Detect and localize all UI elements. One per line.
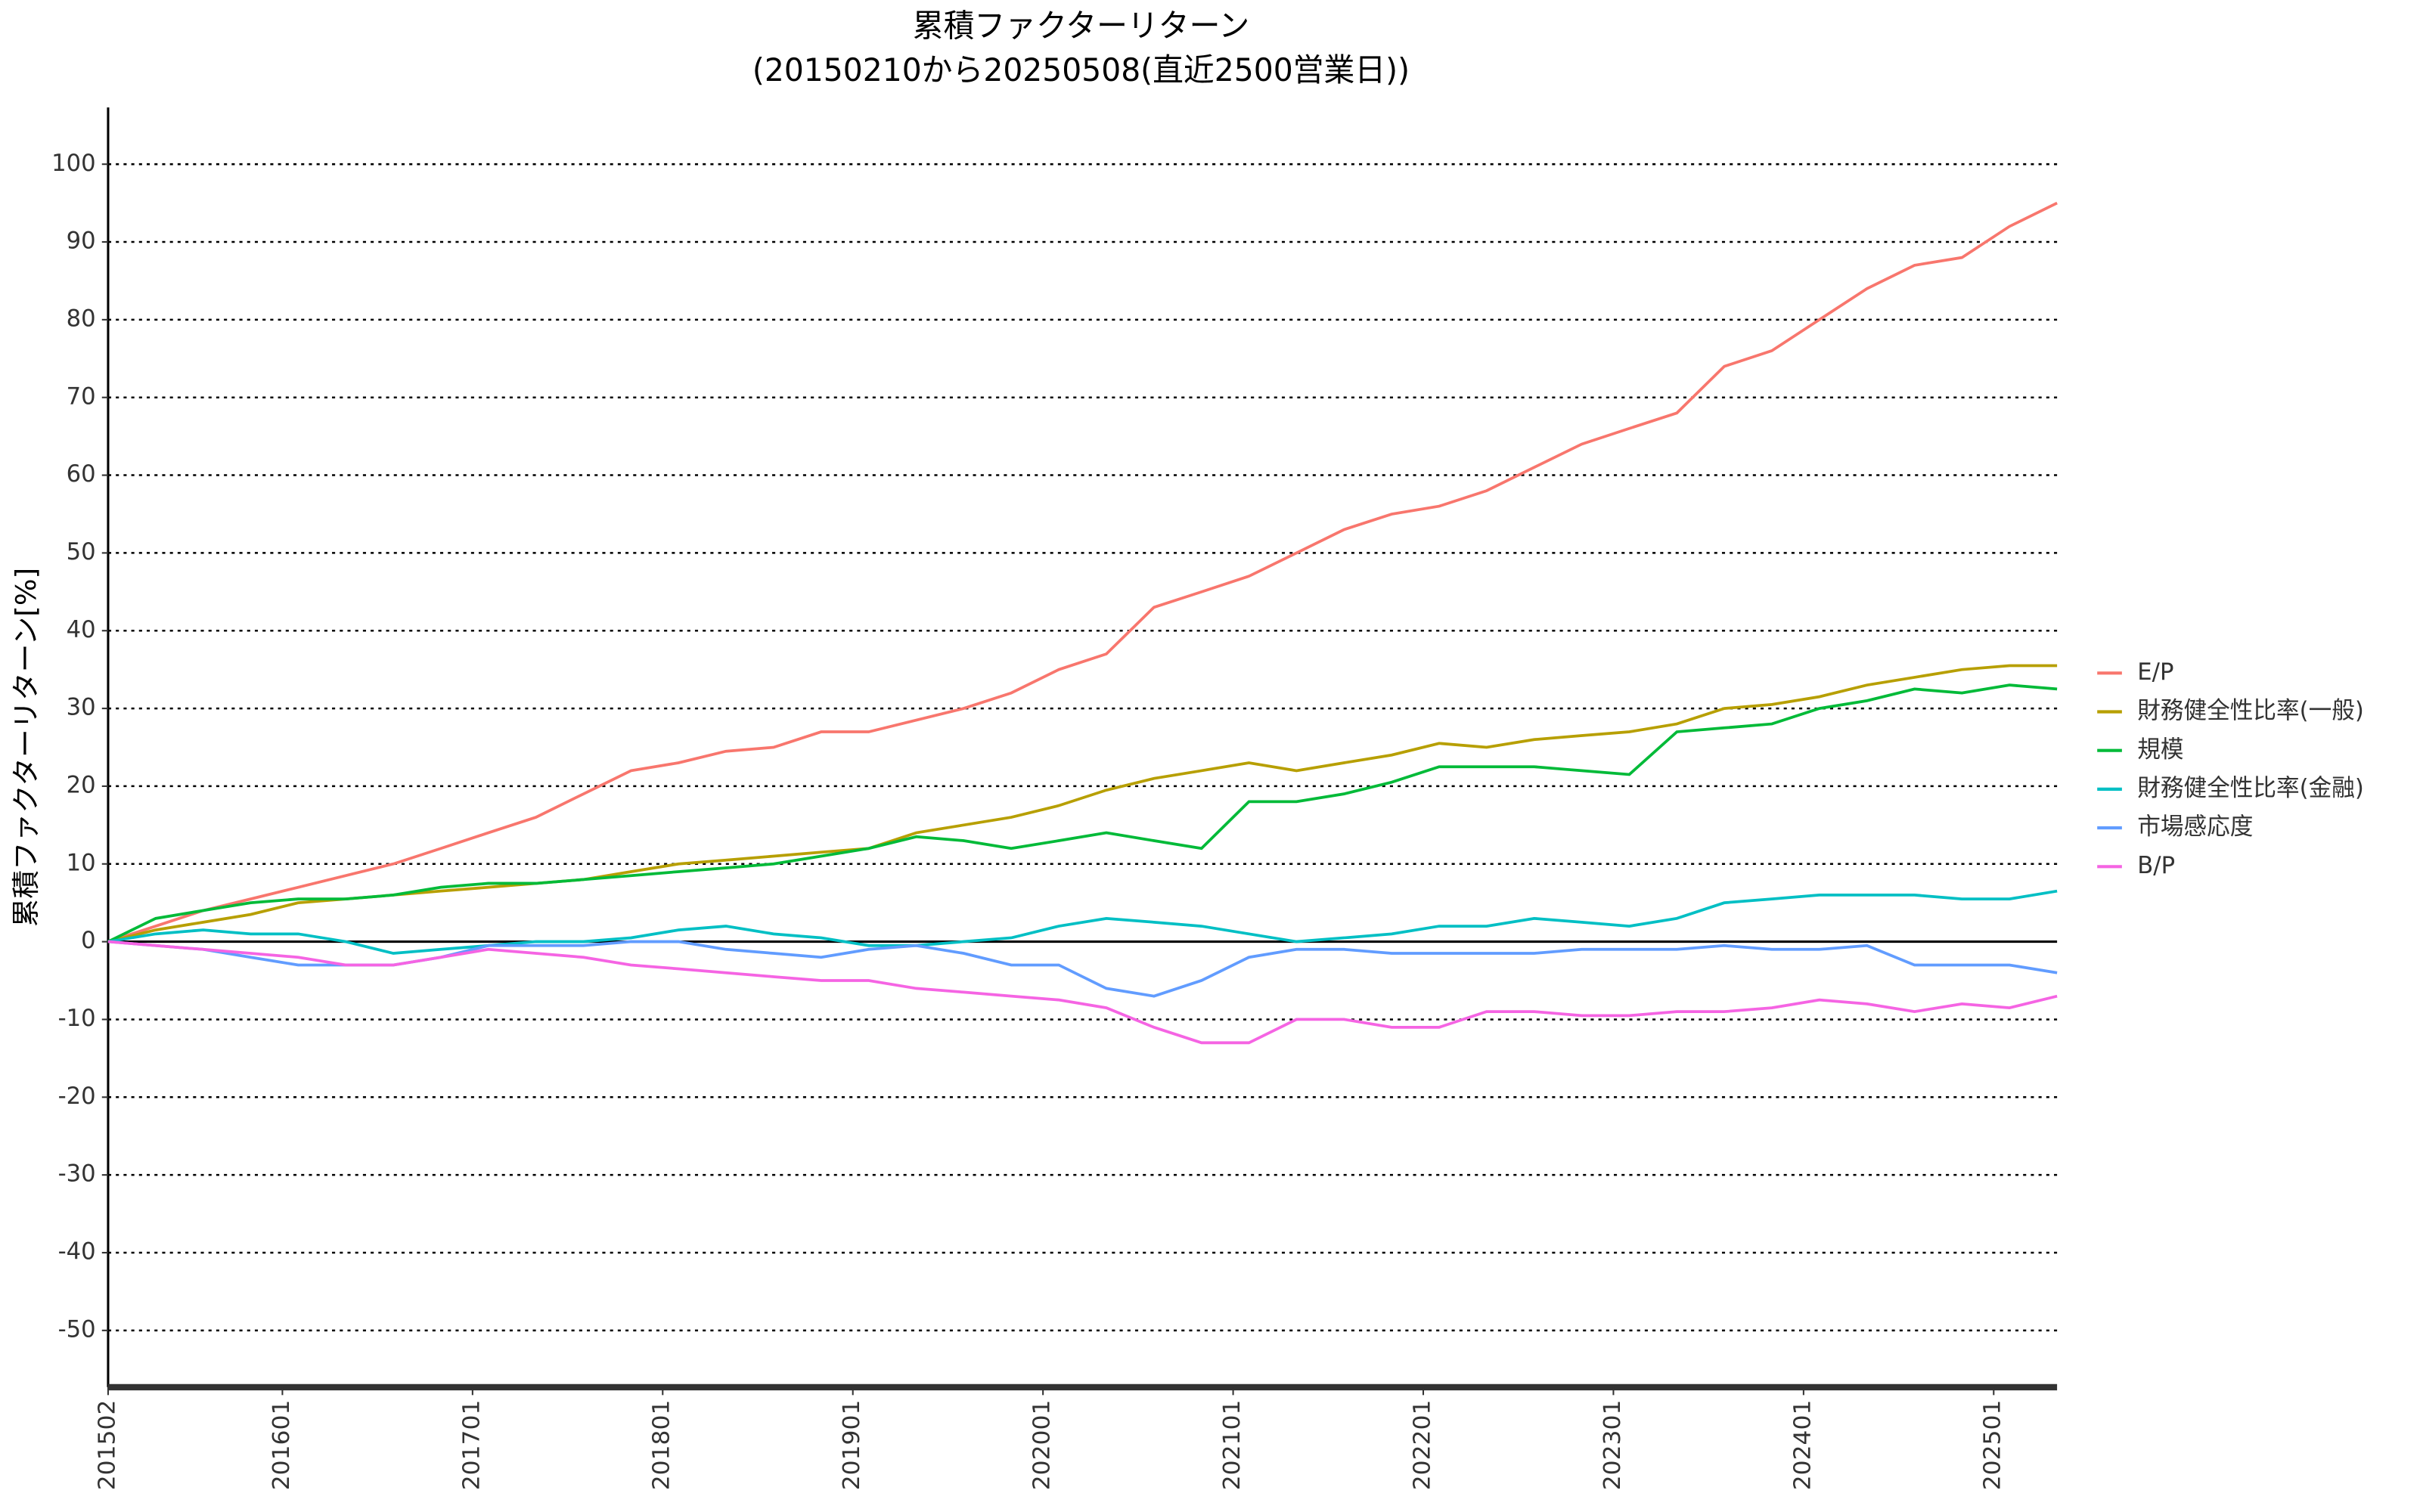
x-tick-label: 201901 (838, 1400, 865, 1491)
y-tick-label: -20 (58, 1083, 96, 1110)
y-tick-label: 10 (67, 849, 96, 876)
series-line (107, 940, 2058, 998)
series-line (107, 201, 2058, 943)
legend-label: B/P (2137, 852, 2175, 879)
x-tick-label: 202201 (1409, 1400, 1436, 1491)
y-tick-label: 30 (67, 693, 96, 720)
y-tick-label: -50 (58, 1315, 96, 1343)
x-tick-label: 202501 (1979, 1400, 2006, 1491)
x-tick-label: 202001 (1028, 1400, 1056, 1491)
x-tick-label: 201801 (648, 1400, 675, 1491)
x-tick-label: 201601 (268, 1400, 295, 1491)
y-tick-label: 70 (67, 383, 96, 410)
series-line (107, 889, 2058, 955)
y-tick-label: 0 (81, 927, 95, 954)
legend-label: 財務健全性比率(金融) (2137, 774, 2364, 801)
x-tick-label: 202101 (1218, 1400, 1246, 1491)
legend-label: 市場感応度 (2137, 813, 2253, 840)
series-line (107, 664, 2058, 943)
y-tick-label: -30 (58, 1160, 96, 1187)
y-tick-label: 100 (51, 149, 95, 176)
y-tick-label: 20 (67, 771, 96, 798)
y-tick-label: -40 (58, 1238, 96, 1265)
y-tick-label: -10 (58, 1005, 96, 1032)
series-line (107, 683, 2058, 943)
y-tick-label: 40 (67, 616, 96, 643)
y-axis-label: 累積ファクターリターン[%] (10, 568, 42, 927)
legend-label: 財務健全性比率(一般) (2137, 697, 2364, 724)
legend-label: 規模 (2137, 736, 2183, 763)
chart-subtitle: (20150210から20250508(直近2500営業日)) (752, 52, 1410, 89)
y-tick-label: 80 (67, 305, 96, 332)
y-tick-label: 50 (67, 538, 96, 565)
x-tick-label: 202301 (1599, 1400, 1626, 1491)
y-tick-label: 90 (67, 227, 96, 254)
y-tick-label: 60 (67, 460, 96, 488)
legend-label: E/P (2137, 658, 2173, 686)
x-tick-label: 202401 (1789, 1400, 1817, 1491)
series-line (107, 940, 2058, 1045)
x-tick-label: 201701 (458, 1400, 486, 1491)
x-tick-label: 201502 (94, 1400, 121, 1491)
chart-title: 累積ファクターリターン (913, 8, 1249, 45)
